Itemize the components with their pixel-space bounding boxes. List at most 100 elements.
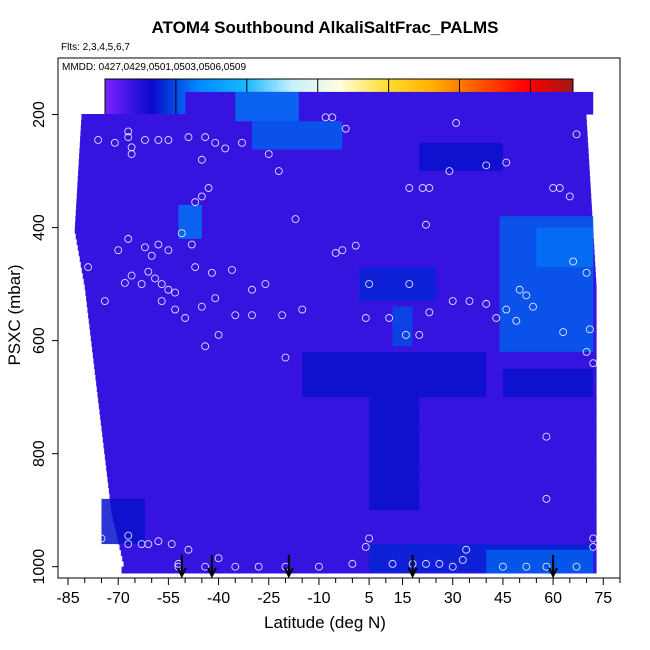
- observation-point: [184, 133, 193, 142]
- observation-point: [164, 285, 173, 294]
- heat-cell: [118, 537, 597, 545]
- heat-cell: [102, 430, 597, 438]
- heat-cell: [115, 526, 597, 534]
- observation-point: [171, 305, 180, 314]
- x-tick-label: 30: [444, 590, 462, 607]
- observation-point: [264, 150, 273, 159]
- heat-cell: [90, 334, 597, 342]
- heat-cell: [77, 176, 591, 183]
- x-tick-label: -55: [157, 590, 180, 607]
- heat-cell: [75, 221, 593, 229]
- heat-cell: [78, 249, 595, 257]
- observation-point: [572, 130, 581, 139]
- observation-point: [388, 559, 397, 568]
- observation-point: [184, 545, 193, 554]
- heat-cell: [104, 447, 597, 455]
- observation-point: [181, 314, 190, 322]
- observation-point: [361, 542, 370, 551]
- observation-point: [338, 246, 347, 255]
- flights-subtitle: Flts: 2,3,4,5,6,7: [61, 42, 130, 53]
- heat-cell: [78, 164, 590, 172]
- observation-point: [124, 234, 133, 243]
- observation-point: [482, 161, 491, 170]
- observation-point: [201, 133, 210, 142]
- observation-point: [351, 241, 360, 250]
- observation-point: [164, 136, 173, 144]
- heat-cell: [76, 238, 594, 246]
- observation-point: [465, 297, 474, 305]
- observation-point: [171, 288, 180, 297]
- heat-cell-enhanced: [252, 121, 343, 150]
- observation-point: [328, 113, 337, 122]
- observation-point: [445, 167, 454, 175]
- observation-point: [191, 198, 200, 207]
- heat-cell: [101, 424, 597, 432]
- heat-cell: [92, 345, 597, 353]
- observation-point: [141, 243, 149, 252]
- observation-point: [405, 184, 414, 192]
- heat-cell: [110, 504, 597, 511]
- heat-cell: [74, 227, 594, 234]
- observation-point: [569, 257, 578, 266]
- heat-cell: [84, 283, 597, 291]
- observation-point: [448, 297, 457, 305]
- heat-cell: [89, 323, 597, 330]
- heat-cell-enhanced: [101, 498, 145, 545]
- observation-point: [100, 297, 109, 305]
- x-tick-label: 75: [594, 590, 612, 607]
- observation-point: [502, 158, 511, 167]
- observation-point: [97, 534, 106, 543]
- observation-point: [137, 280, 146, 289]
- observation-point: [211, 138, 220, 147]
- observation-point: [361, 314, 370, 322]
- flight-arrow-head: [176, 567, 187, 579]
- observation-point: [422, 220, 430, 229]
- heat-cell-enhanced: [178, 204, 202, 239]
- observation-point: [221, 144, 230, 153]
- observation-point: [582, 268, 591, 277]
- heat-cell: [90, 328, 597, 336]
- chart-title: ATOM4 Southbound AlkaliSaltFrac_PALMS: [151, 18, 499, 37]
- observation-point: [422, 559, 430, 568]
- x-tick-label: -70: [107, 590, 130, 607]
- observation-point: [154, 240, 163, 249]
- heat-cell-enhanced: [419, 142, 503, 172]
- heat-cell-enhanced: [302, 351, 487, 398]
- heat-cell: [88, 317, 597, 325]
- y-tick-label: 1000: [31, 549, 48, 585]
- heat-cell: [103, 441, 597, 449]
- observation-point: [585, 325, 594, 334]
- observation-point: [274, 167, 283, 175]
- observation-point: [120, 279, 129, 287]
- heat-cell: [112, 515, 597, 522]
- observation-point: [559, 328, 568, 337]
- heat-cell: [109, 492, 597, 500]
- heat-cell: [106, 470, 597, 477]
- observation-point: [177, 229, 186, 238]
- heat-cell: [75, 232, 594, 240]
- heat-cell: [122, 554, 597, 562]
- observation-point: [482, 299, 491, 308]
- x-tick-label: -10: [307, 590, 330, 607]
- observation-point: [154, 136, 163, 144]
- flight-arrow-head: [283, 567, 294, 579]
- heat-cell: [104, 453, 597, 460]
- observation-point: [425, 308, 434, 317]
- observation-point: [278, 311, 287, 320]
- observation-point: [197, 302, 206, 311]
- observation-point: [214, 331, 223, 339]
- heat-cell-enhanced: [235, 91, 299, 122]
- flight-arrow-head: [206, 567, 217, 579]
- observation-point: [522, 562, 531, 571]
- observation-point: [197, 155, 206, 164]
- observation-point: [157, 280, 166, 289]
- heat-cell: [107, 475, 597, 483]
- flight-arrow-head: [548, 567, 558, 579]
- heat-cell: [108, 487, 597, 494]
- heat-cell: [76, 198, 592, 206]
- observation-point: [228, 266, 236, 274]
- heat-cell: [77, 187, 591, 195]
- heat-cell: [88, 311, 597, 319]
- observation-point: [191, 263, 200, 272]
